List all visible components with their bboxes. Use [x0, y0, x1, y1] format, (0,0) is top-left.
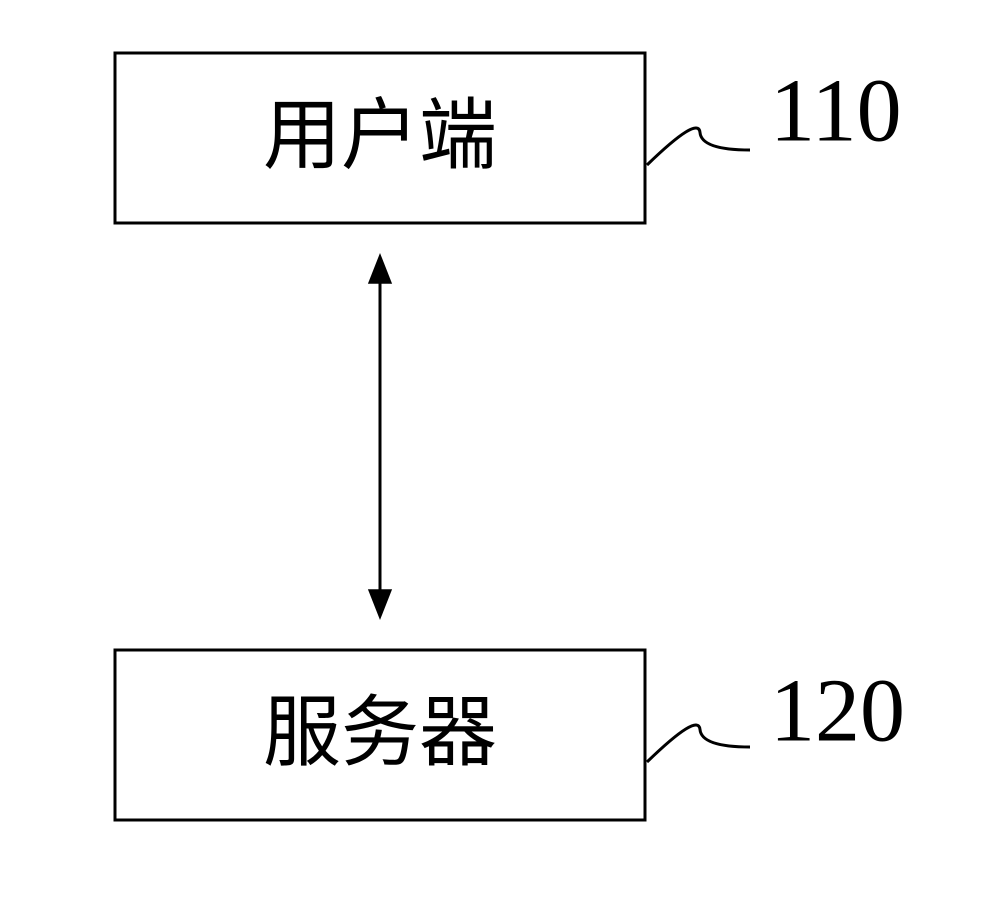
- edge-client-server: [368, 253, 392, 620]
- node-server: 服务器 120: [115, 650, 905, 820]
- node-client-ref: 110: [770, 62, 902, 161]
- node-server-ref: 120: [770, 662, 905, 761]
- node-client-label: 用户端: [263, 92, 497, 179]
- node-client: 用户端 110: [115, 53, 902, 223]
- diagram-canvas: 用户端 110 服务器 120: [0, 0, 999, 921]
- arrowhead-up-icon: [368, 253, 392, 284]
- node-server-label: 服务器: [263, 689, 497, 776]
- node-server-leader-icon: [647, 725, 750, 762]
- arrowhead-down-icon: [368, 589, 392, 620]
- node-client-leader-icon: [647, 128, 750, 165]
